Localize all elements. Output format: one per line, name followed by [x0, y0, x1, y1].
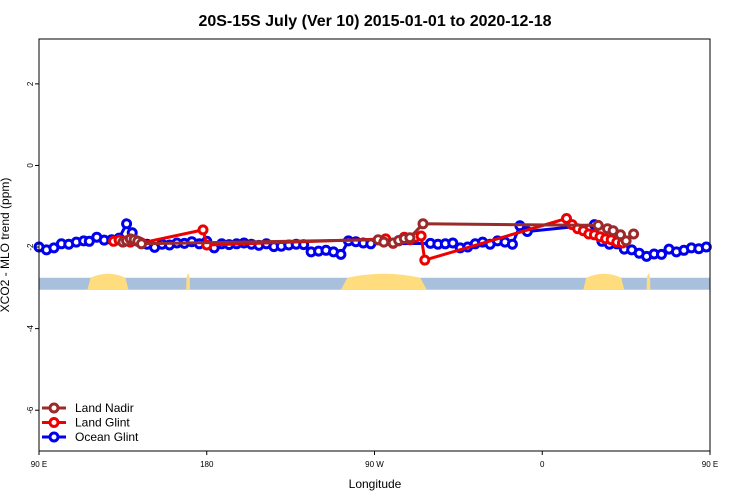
x-tick-label: 90 E [702, 460, 718, 469]
legend-marker [48, 417, 60, 428]
y-tick-label: 0 [26, 163, 35, 168]
land-band-segment [646, 273, 651, 290]
y-tick-label: -2 [26, 243, 35, 251]
data-point [378, 236, 390, 248]
legend-marker [48, 431, 60, 443]
x-axis-label: Longitude [349, 477, 402, 491]
y-axis-label: XCO2 - MLO trend (ppm) [0, 178, 12, 313]
data-point [335, 248, 347, 260]
data-point [415, 230, 427, 242]
y-tick-label: -6 [26, 406, 35, 414]
chart-title: 20S-15S July (Ver 10) 2015-01-01 to 2020… [198, 13, 551, 30]
data-point [404, 232, 416, 244]
legend-marker [48, 402, 60, 414]
x-tick-label: 90 E [31, 460, 47, 469]
land-band-segment [87, 273, 129, 290]
data-point [656, 248, 667, 260]
x-tick-label: 0 [540, 460, 545, 469]
data-point [447, 237, 459, 249]
legend-label: Land Glint [75, 416, 130, 430]
land-band-segment [186, 273, 190, 290]
land-band-segment [583, 273, 625, 290]
legend-label: Land Nadir [75, 401, 134, 415]
land-band-segment [340, 273, 427, 290]
x-tick-label: 180 [200, 460, 214, 469]
x-axis: 90 E 180 90 W 0 90 E [31, 451, 718, 469]
data-point [700, 241, 712, 253]
data-point [197, 224, 209, 236]
data-point [417, 218, 429, 230]
data-point [506, 238, 518, 250]
data-point [121, 218, 133, 230]
x-tick-label: 90 W [365, 460, 384, 469]
y-axis: 2 0 -2 -4 -6 [26, 81, 39, 414]
series-layer [33, 213, 712, 266]
data-point [419, 254, 431, 266]
data-point [628, 228, 640, 240]
data-point [620, 235, 632, 247]
data-point [136, 238, 147, 250]
land-ocean-band [39, 273, 710, 290]
y-tick-label: -4 [26, 325, 35, 333]
data-point [592, 219, 604, 231]
y-tick-label: 2 [26, 81, 35, 86]
legend-label: Ocean Glint [75, 430, 139, 444]
